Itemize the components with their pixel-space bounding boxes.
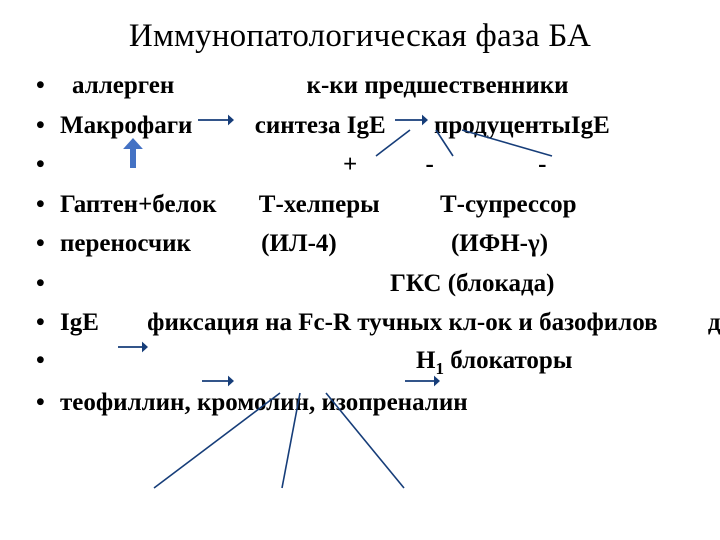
l2-macrophages: Макрофаги (60, 112, 192, 139)
bullet-9: теофиллин, кромолин, изопреналин (34, 386, 686, 420)
bullet-4: Гаптен+белок Т-хелперы Т-супрессор (34, 188, 686, 222)
l3-minus2: - (538, 151, 546, 178)
l7-ige: IgE (60, 309, 99, 336)
bullet-1: аллерген к-ки предшественники (34, 69, 686, 103)
bullet-8: Н1 блокаторы (34, 344, 686, 381)
l4-thelpers: Т-хелперы (259, 191, 380, 218)
l1-allergen: аллерген (72, 72, 174, 99)
l1-precursors: к-ки предшественники (307, 72, 569, 99)
l3-minus1: - (426, 151, 434, 178)
bullet-5: переносчик (ИЛ-4) (ИФН-γ) (34, 227, 686, 261)
bullet-list: аллерген к-ки предшественники Макрофаги … (34, 69, 686, 420)
l4-tsuppressor: Т-супрессор (440, 191, 577, 218)
slide-title: Иммунопатологическая фаза БА (34, 18, 686, 55)
l8-blockers: блокаторы (444, 347, 572, 374)
l7-degranulation: дегрануляция (708, 309, 720, 336)
l8-sub: 1 (435, 359, 444, 378)
l4-hapten: Гаптен+белок (60, 191, 217, 218)
slide: Иммунопатологическая фаза БА аллерген к-… (0, 0, 720, 540)
l2-synthesis: синтеза IgE (255, 112, 386, 139)
bullet-7: IgE фиксация на Fс-R тучных кл-ок и базо… (34, 306, 686, 340)
l9-drugs: теофиллин, кромолин, изопреналин (60, 389, 468, 416)
l7-fixation: фиксация на Fс-R тучных кл-ок и базофило… (147, 309, 657, 336)
bullet-2: Макрофаги синтеза IgE продуцентыIgE (34, 109, 686, 143)
bullet-6: ГКС (блокада) (34, 267, 686, 301)
l2-producers: продуцентыIgE (434, 112, 610, 139)
l5-carrier: переносчик (60, 230, 191, 257)
l5-ifn: (ИФН-γ) (451, 230, 548, 257)
l6-gks: ГКС (блокада) (390, 270, 554, 297)
l8-h: Н (416, 347, 435, 374)
bullet-3: + - - (34, 148, 686, 182)
l5-il4: (ИЛ-4) (261, 230, 337, 257)
l3-plus: + (343, 151, 357, 178)
